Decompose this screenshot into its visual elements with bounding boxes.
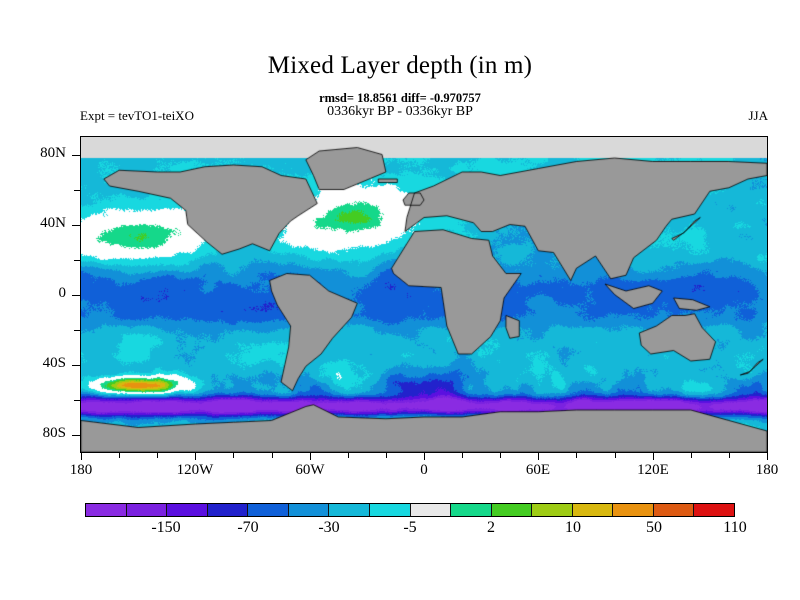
colorbar-cell (86, 504, 127, 516)
x-axis-tick (576, 453, 577, 458)
y-axis-tick-major (72, 365, 80, 366)
x-axis-tick-major (424, 453, 425, 460)
colorbar-cell (694, 504, 734, 516)
experiment-label: Expt = tevTO1-teiXO (80, 108, 194, 123)
x-axis-tick (157, 453, 158, 458)
x-axis-tick (119, 453, 120, 458)
colorbar-cell (248, 504, 289, 516)
x-axis-tick-major (538, 453, 539, 460)
y-axis-tick-major (72, 155, 80, 156)
colorbar-cell (491, 504, 533, 516)
x-axis-tick-major (653, 453, 654, 460)
x-axis-tick-major (767, 453, 768, 460)
x-axis-label: 120E (637, 462, 669, 478)
colorbar-tick-label: -30 (318, 519, 340, 536)
y-axis-tick (74, 260, 80, 261)
colorbar-cell (653, 504, 695, 516)
x-axis-label: 180 (755, 462, 779, 478)
x-axis-label: 180 (69, 462, 93, 478)
x-axis-tick (272, 453, 273, 458)
y-axis-label: 40N (40, 215, 66, 231)
y-axis-tick (74, 330, 80, 331)
colorbar-cell (451, 504, 492, 516)
colorbar (85, 503, 735, 517)
colorbar-cell (369, 504, 411, 516)
colorbar-cell (207, 504, 249, 516)
y-axis-label: 0 (58, 285, 67, 301)
x-axis-tick-major (81, 453, 82, 460)
colorbar-cell (572, 504, 614, 516)
colorbar-cell (288, 504, 330, 516)
colorbar-tick-label: 10 (565, 519, 581, 536)
x-axis-tick (386, 453, 387, 458)
y-axis-tick (74, 190, 80, 191)
y-axis-label: 80S (42, 425, 66, 441)
colorbar-cell (613, 504, 654, 516)
page-title: Mixed Layer depth (in m) (267, 52, 533, 79)
x-axis-tick (691, 453, 692, 458)
colorbar-cell (126, 504, 168, 516)
colorbar-tick-label: 2 (487, 519, 495, 536)
x-axis-tick (615, 453, 616, 458)
x-axis-label: 60E (525, 462, 551, 478)
colorbar-cell (410, 504, 452, 516)
map-plot-area (80, 136, 768, 453)
colorbar-cell (532, 504, 573, 516)
x-axis-label: 0 (420, 462, 428, 478)
colorbar-tick-label: 110 (723, 519, 747, 536)
x-axis-tick (500, 453, 501, 458)
x-axis-label: 120W (176, 462, 214, 478)
colorbar-tick-label: -70 (237, 519, 259, 536)
y-axis-label: 40S (42, 355, 66, 371)
y-axis-tick-major (72, 225, 80, 226)
statistics-line: rmsd= 18.8561 diff= -0.970757 (319, 91, 481, 105)
x-axis-tick (348, 453, 349, 458)
x-axis-tick-major (310, 453, 311, 460)
colorbar-cell (167, 504, 208, 516)
y-axis-tick-major (72, 295, 80, 296)
colorbar-tick-label: -5 (403, 519, 417, 536)
colorbar-tick-label: 50 (646, 519, 662, 536)
x-axis-label: 60W (295, 462, 325, 478)
map-raster (81, 137, 767, 452)
x-axis-tick (729, 453, 730, 458)
y-axis-label: 80N (40, 145, 66, 161)
colorbar-tick-label: -150 (151, 519, 181, 536)
y-axis-tick (74, 400, 80, 401)
x-axis-tick (462, 453, 463, 458)
x-axis-tick-major (195, 453, 196, 460)
y-axis-tick-major (72, 435, 80, 436)
colorbar-cell (329, 504, 370, 516)
period-line: 0336kyr BP - 0336kyr BP (327, 104, 473, 119)
x-axis-tick (233, 453, 234, 458)
season-label: JJA (748, 108, 768, 123)
